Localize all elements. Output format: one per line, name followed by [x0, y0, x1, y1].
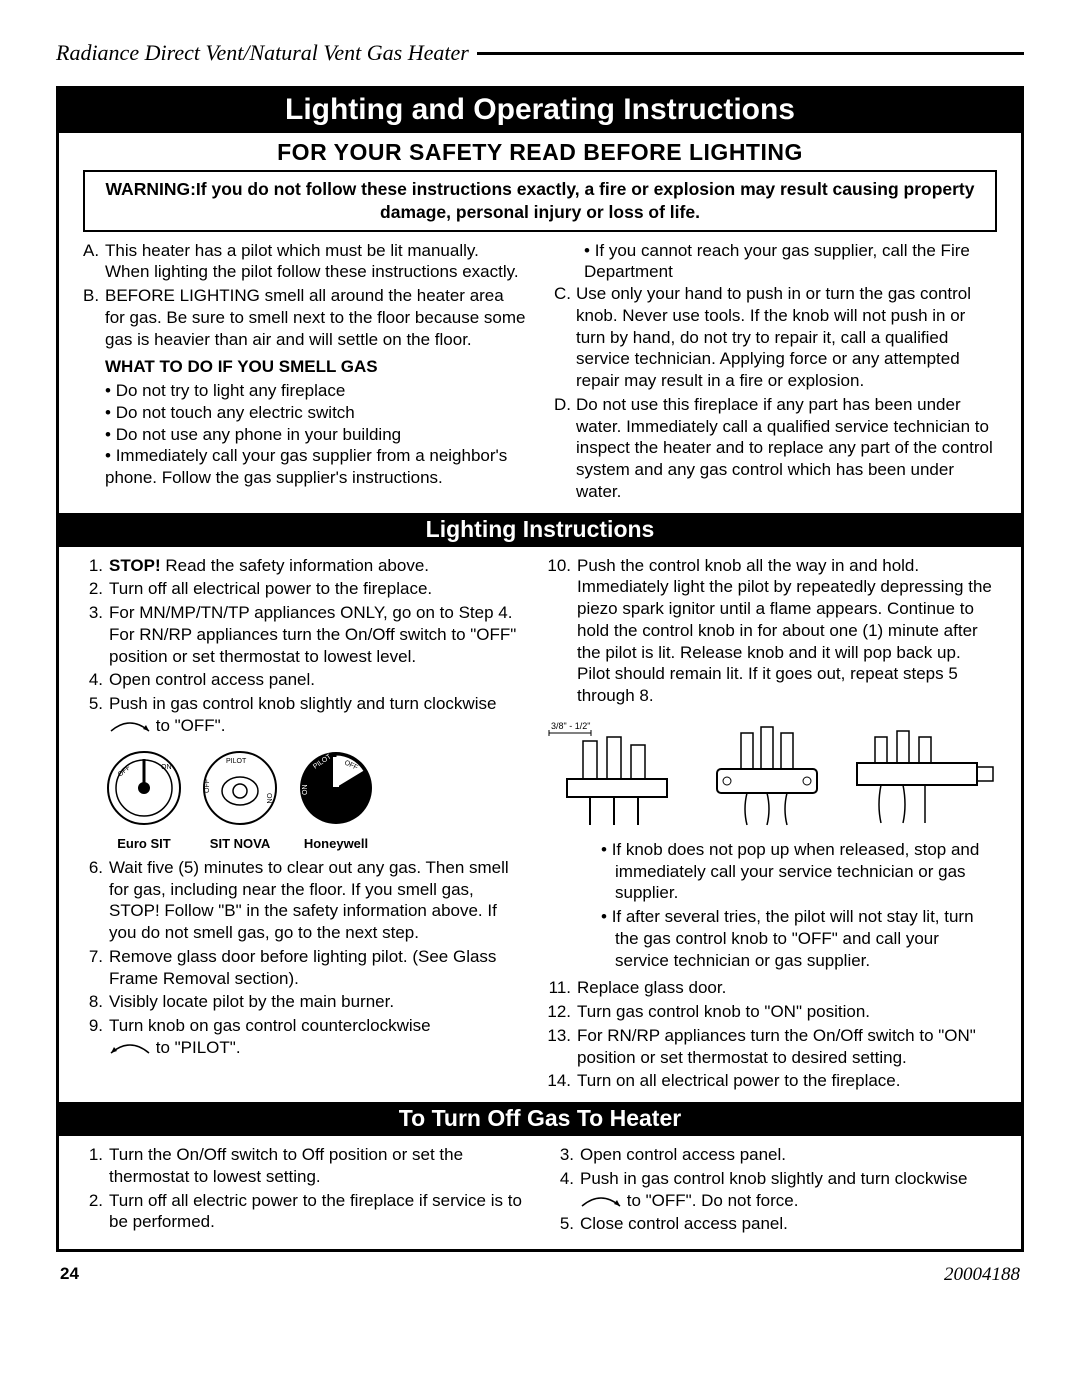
manual-page: Radiance Direct Vent/Natural Vent Gas He…	[0, 0, 1080, 1306]
safety-item-c: C.Use only your hand to push in or turn …	[554, 283, 997, 392]
counterclockwise-arrow-icon	[109, 1041, 151, 1055]
page-number: 24	[60, 1264, 79, 1286]
knob-label: Euro SIT	[105, 836, 183, 853]
page-header: Radiance Direct Vent/Natural Vent Gas He…	[56, 40, 1024, 66]
list-item: Do not try to light any fireplace	[105, 380, 526, 402]
page-footer: 24 20004188	[56, 1252, 1024, 1286]
clockwise-arrow-icon	[109, 719, 151, 733]
step-14: 14.Turn on all electrical power to the f…	[547, 1070, 997, 1092]
knob-label: SIT NOVA	[201, 836, 279, 853]
pilot-assembly-1-icon: 3/8" - 1/2"	[547, 719, 687, 829]
turnoff-step-1: 1.Turn the On/Off switch to Off position…	[83, 1144, 526, 1188]
turnoff-col-left: 1.Turn the On/Off switch to Off position…	[83, 1144, 526, 1237]
knob-diagrams: OFF ON Euro SIT PILOT OFF ON	[83, 739, 519, 857]
step-7: 7.Remove glass door before lighting pilo…	[83, 946, 519, 990]
safety-item-d: D.Do not use this fireplace if any part …	[554, 394, 997, 503]
list-item: If knob does not pop up when released, s…	[577, 839, 997, 904]
warning-box: WARNING:If you do not follow these instr…	[83, 170, 997, 232]
step-9: 9.Turn knob on gas control counterclockw…	[83, 1015, 519, 1059]
turnoff-col-right: 3.Open control access panel. 4.Push in g…	[554, 1144, 997, 1237]
turnoff-banner: To Turn Off Gas To Heater	[59, 1102, 1021, 1136]
smell-gas-heading: WHAT TO DO IF YOU SMELL GAS	[83, 356, 526, 378]
header-rule	[477, 52, 1024, 55]
step-1: 1.STOP! Read the safety information abov…	[83, 555, 519, 577]
svg-text:ON: ON	[161, 764, 172, 771]
sit-nova-knob-icon: PILOT OFF ON	[201, 749, 279, 827]
step-12: 12.Turn gas control knob to "ON" positio…	[547, 1001, 997, 1023]
knob-label: Honeywell	[297, 836, 375, 853]
knob-euro-sit: OFF ON Euro SIT	[105, 749, 183, 853]
svg-text:OFF: OFF	[204, 779, 211, 793]
pilot-assembly-3-icon	[847, 719, 997, 829]
list-item: Immediately call your gas supplier from …	[105, 445, 526, 489]
lighting-banner: Lighting Instructions	[59, 513, 1021, 547]
euro-sit-knob-icon: OFF ON	[105, 749, 183, 827]
clockwise-arrow-icon	[580, 1194, 622, 1208]
pilot-assembly-2-icon	[697, 719, 837, 829]
step-5: 5.Push in gas control knob slightly and …	[83, 693, 519, 737]
main-banner: Lighting and Operating Instructions	[59, 89, 1021, 133]
turnoff-columns: 1.Turn the On/Off switch to Off position…	[59, 1136, 1021, 1249]
list-item: Do not use any phone in your building	[105, 424, 526, 446]
lighting-columns: 1.STOP! Read the safety information abov…	[59, 547, 1021, 1103]
pilot-diagrams: 3/8" - 1/2"	[547, 709, 997, 835]
safety-item-b: B.BEFORE LIGHTING smell all around the h…	[83, 285, 526, 350]
turnoff-step-4: 4.Push in gas control knob slightly and …	[554, 1168, 997, 1212]
safety-heading: FOR YOUR SAFETY READ BEFORE LIGHTING	[59, 133, 1021, 170]
step-10: 10.Push the control knob all the way in …	[547, 555, 997, 707]
svg-text:ON: ON	[265, 793, 272, 804]
list-item: If you cannot reach your gas supplier, c…	[584, 240, 997, 284]
turnoff-step-5: 5.Close control access panel.	[554, 1213, 997, 1235]
knob-honeywell: OFF PILOT ON Honeywell	[297, 749, 375, 853]
step-13: 13.For RN/RP appliances turn the On/Off …	[547, 1025, 997, 1069]
lighting-col-left: 1.STOP! Read the safety information abov…	[83, 555, 519, 1095]
step-2: 2.Turn off all electrical power to the f…	[83, 578, 519, 600]
svg-text:ON: ON	[302, 784, 309, 795]
safety-columns: A.This heater has a pilot which must be …	[59, 240, 1021, 513]
instructions-container: Lighting and Operating Instructions FOR …	[56, 86, 1024, 1252]
document-number: 20004188	[944, 1264, 1020, 1286]
safety-col-right: If you cannot reach your gas supplier, c…	[554, 240, 997, 505]
step-11: 11.Replace glass door.	[547, 977, 997, 999]
svg-text:PILOT: PILOT	[226, 758, 247, 765]
product-title: Radiance Direct Vent/Natural Vent Gas He…	[56, 40, 477, 66]
safety-item-a: A.This heater has a pilot which must be …	[83, 240, 526, 284]
svg-text:3/8" - 1/2": 3/8" - 1/2"	[551, 721, 590, 731]
smell-gas-list: Do not try to light any fireplace Do not…	[83, 380, 526, 489]
turnoff-step-2: 2.Turn off all electric power to the fir…	[83, 1190, 526, 1234]
step-10-notes: If knob does not pop up when released, s…	[547, 839, 997, 972]
list-item: If after several tries, the pilot will n…	[577, 906, 997, 971]
honeywell-knob-icon: OFF PILOT ON	[297, 749, 375, 827]
svg-text:OFF: OFF	[117, 764, 132, 778]
step-6: 6.Wait five (5) minutes to clear out any…	[83, 857, 519, 944]
knob-sit-nova: PILOT OFF ON SIT NOVA	[201, 749, 279, 853]
step-3: 3.For MN/MP/TN/TP appliances ONLY, go on…	[83, 602, 519, 667]
list-item: Do not touch any electric switch	[105, 402, 526, 424]
turnoff-step-3: 3.Open control access panel.	[554, 1144, 997, 1166]
step-8: 8.Visibly locate pilot by the main burne…	[83, 991, 519, 1013]
step-4: 4.Open control access panel.	[83, 669, 519, 691]
safety-col-left: A.This heater has a pilot which must be …	[83, 240, 526, 505]
lighting-col-right: 10.Push the control knob all the way in …	[547, 555, 997, 1095]
